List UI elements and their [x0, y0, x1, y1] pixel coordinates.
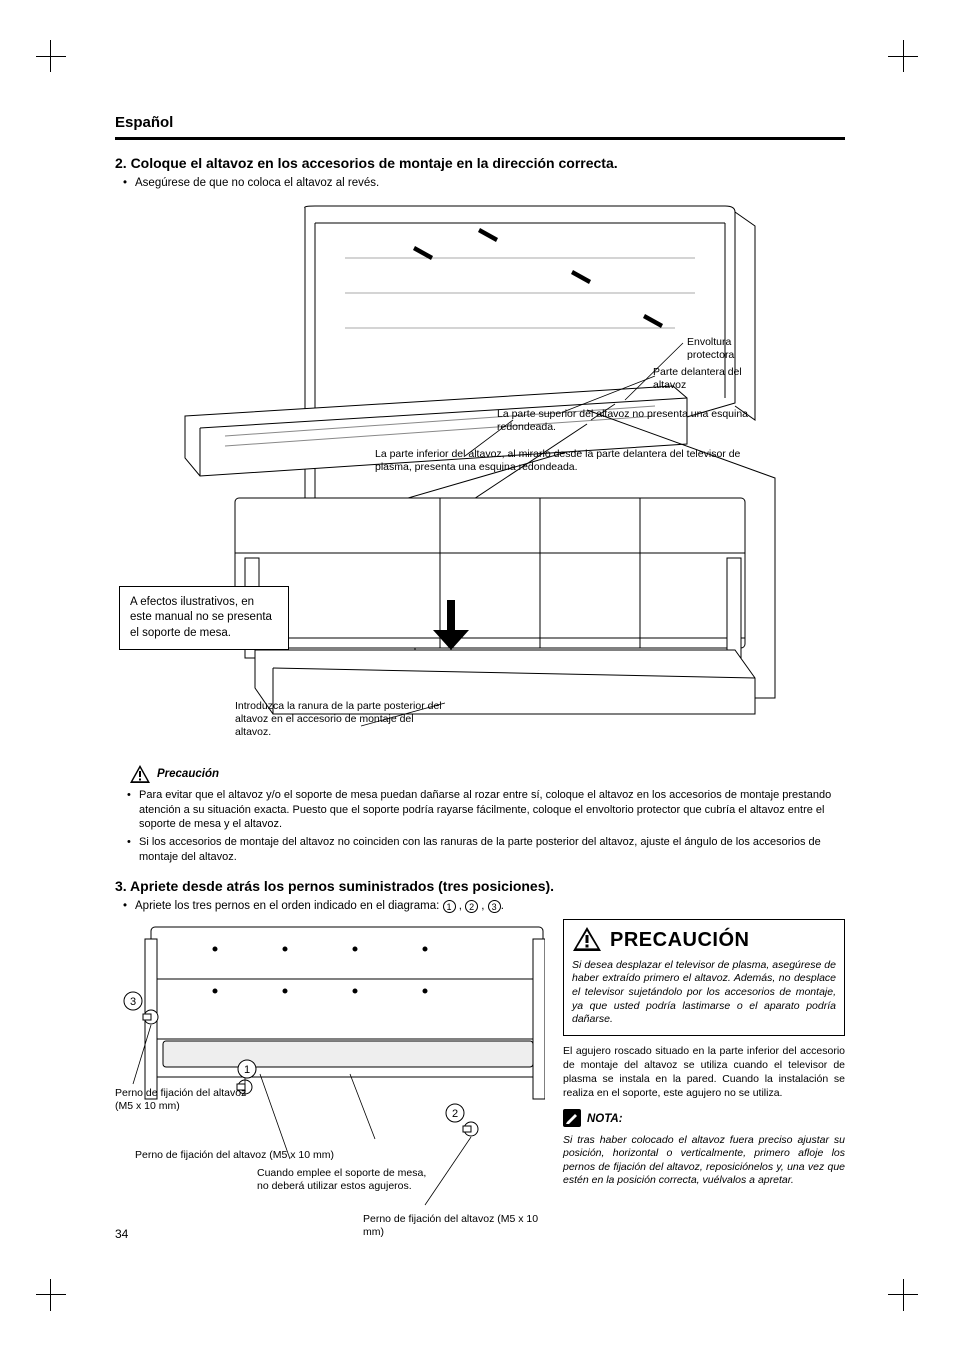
- caution-bullet-2: Si los accesorios de montaje del altavoz…: [115, 835, 845, 865]
- caution-title: PRECAUCIÓN: [610, 929, 749, 952]
- svg-text:2: 2: [452, 1108, 458, 1120]
- right-column: PRECAUCIÓN Si desea desplazar el televis…: [563, 919, 845, 1249]
- caution-text: Si desea desplazar el televisor de plasm…: [572, 959, 836, 1027]
- crop-mark: [888, 56, 918, 57]
- label-inferior: La parte inferior del altavoz, al mirarl…: [375, 448, 775, 474]
- circled-1: 1: [443, 900, 456, 913]
- caution-inline: Precaución: [129, 764, 845, 784]
- note-text: Si tras haber colocado el altavoz fuera …: [563, 1134, 845, 1189]
- caution-label: Precaución: [157, 768, 219, 780]
- label-ilustrativo: A efectos ilustrativos, en este manual n…: [119, 586, 289, 651]
- label-delantera: Parte delantera del altavoz: [653, 366, 773, 392]
- label-perno2: Perno de fijación del altavoz (M5 x 10 m…: [363, 1213, 543, 1239]
- crop-mark: [36, 56, 66, 57]
- circled-3: 3: [488, 900, 501, 913]
- svg-text:3: 3: [130, 996, 136, 1008]
- figure-1: Envoltura protectora Parte delantera del…: [115, 198, 845, 758]
- label-perno3: Perno de fijación del altavoz (M5 x 10 m…: [115, 1087, 255, 1113]
- warning-icon: [572, 926, 602, 955]
- label-superior: La parte superior del altavoz no present…: [497, 408, 777, 434]
- rule: [115, 137, 845, 140]
- label-ranura: Introduzca la ranura de la parte posteri…: [235, 700, 445, 739]
- page-number: 34: [115, 1227, 128, 1241]
- circled-2: 2: [465, 900, 478, 913]
- caution-bullet-1: Para evitar que el altavoz y/o el soport…: [115, 788, 845, 833]
- label-envoltura: Envoltura protectora: [687, 336, 777, 362]
- label-perno1: Perno de fijación del altavoz (M5 x 10 m…: [135, 1149, 345, 1162]
- section3-bullet: Apriete los tres pernos en el orden indi…: [115, 899, 845, 915]
- paragraph: El agujero roscado situado en la parte i…: [563, 1044, 845, 1101]
- crop-mark: [903, 1279, 904, 1311]
- figure-2: 3 1 2 Perno de fijación del altavoz (M5 …: [115, 919, 545, 1249]
- section2-bullet: Asegúrese de que no coloca el altavoz al…: [115, 176, 845, 192]
- section2-heading: 2. Coloque el altavoz en los accesorios …: [115, 154, 845, 172]
- label-soporte: Cuando emplee el soporte de mesa, no deb…: [257, 1167, 437, 1193]
- pencil-icon: [563, 1109, 581, 1130]
- caution-box: PRECAUCIÓN Si desea desplazar el televis…: [563, 919, 845, 1036]
- svg-text:1: 1: [244, 1064, 250, 1076]
- crop-mark: [888, 1294, 918, 1295]
- crop-mark: [50, 1279, 51, 1311]
- note-header: NOTA:: [563, 1109, 845, 1130]
- crop-mark: [36, 1294, 66, 1295]
- warning-icon: [129, 764, 151, 784]
- language-heading: Español: [115, 114, 845, 131]
- section3-heading: 3. Apriete desde atrás los pernos sumini…: [115, 877, 845, 895]
- page-content: Español 2. Coloque el altavoz en los acc…: [115, 114, 845, 1249]
- note-label: NOTA:: [587, 1113, 623, 1125]
- bullet-text: Apriete los tres pernos en el orden indi…: [135, 900, 443, 912]
